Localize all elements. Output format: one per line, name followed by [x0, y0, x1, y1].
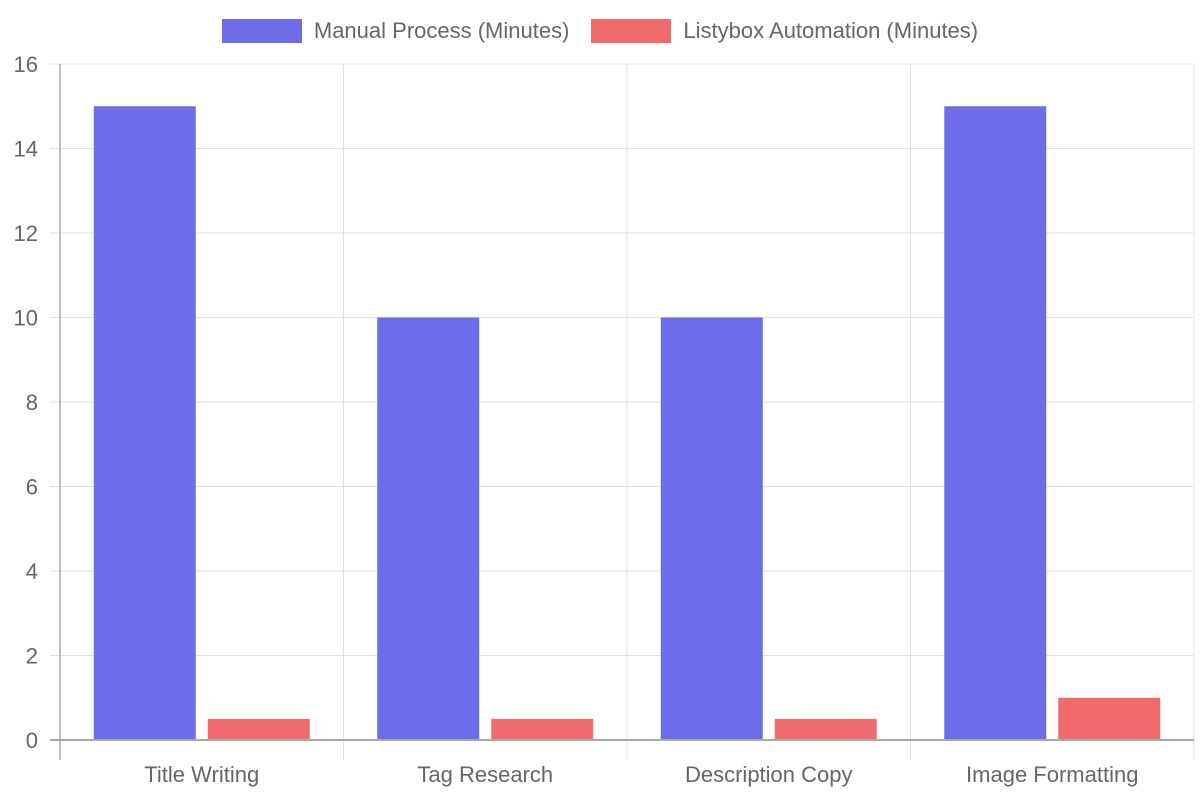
- bar-manual: [93, 106, 196, 740]
- legend-label-automation: Listybox Automation (Minutes): [683, 18, 979, 43]
- x-tick-label: Image Formatting: [966, 762, 1138, 787]
- y-tick-label: 2: [26, 644, 38, 669]
- bar-automation: [491, 718, 594, 740]
- y-tick-label: 0: [26, 728, 38, 753]
- legend-swatch-manual: [221, 19, 302, 43]
- y-tick-label: 10: [14, 306, 38, 331]
- x-tick-label: Title Writing: [144, 762, 259, 787]
- chart-legend: Manual Process (Minutes) Listybox Automa…: [0, 18, 1200, 44]
- bar-automation: [207, 718, 310, 740]
- legend-item-automation[interactable]: Listybox Automation (Minutes): [591, 18, 978, 44]
- y-tick-label: 16: [14, 52, 38, 77]
- y-tick-label: 8: [26, 390, 38, 415]
- y-tick-label: 14: [14, 137, 38, 162]
- x-tick-label: Description Copy: [685, 762, 853, 787]
- y-tick-label: 12: [14, 221, 38, 246]
- bar-manual: [944, 106, 1047, 740]
- y-tick-label: 4: [26, 559, 38, 584]
- legend-swatch-automation: [591, 19, 672, 43]
- bar-manual: [660, 317, 763, 740]
- legend-label-manual: Manual Process (Minutes): [313, 18, 570, 43]
- legend-item-manual[interactable]: Manual Process (Minutes): [221, 18, 570, 44]
- x-tick-label: Tag Research: [417, 762, 553, 787]
- bar-automation: [774, 718, 877, 740]
- bar-manual: [377, 317, 480, 740]
- y-tick-label: 6: [26, 475, 38, 500]
- bar-automation: [1058, 697, 1161, 740]
